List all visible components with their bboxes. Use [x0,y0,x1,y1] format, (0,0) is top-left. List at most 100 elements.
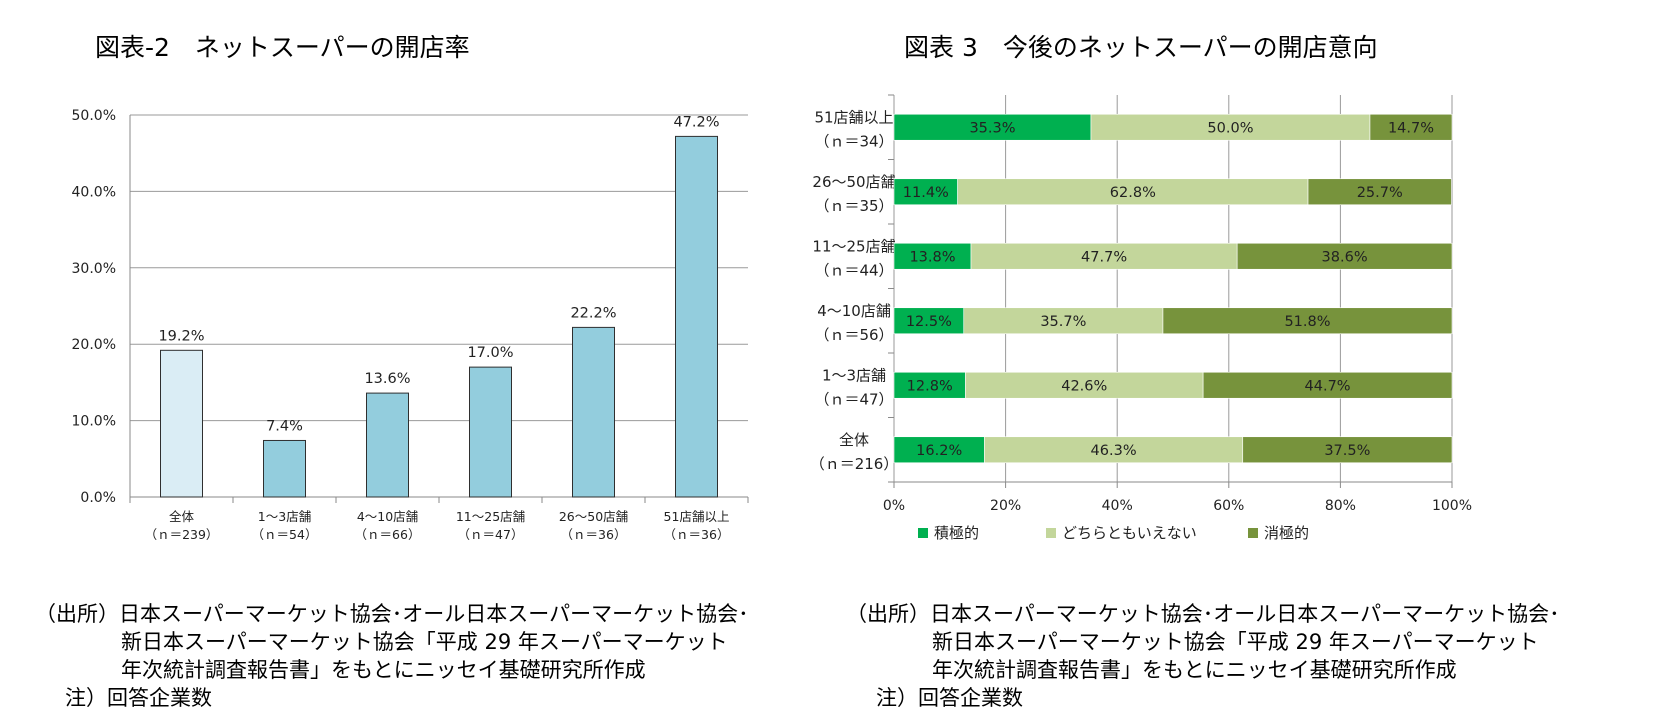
x-tick-label: 40% [1102,498,1133,514]
y-category-sample-size: （ｎ＝216） [810,455,899,473]
stacked-segment [957,178,1309,206]
bar [263,439,306,498]
stacked-segment [963,307,1164,335]
stacked-segment [1369,113,1453,141]
segment-value-label: 11.4% [903,185,949,201]
x-tick-label: 60% [1213,498,1244,514]
x-category-sample-size: （ｎ＝47） [458,527,524,542]
x-category-sample-size: （ｎ＝54） [252,527,318,542]
y-category-label: 1～3店舗 [822,366,886,384]
segment-value-label: 50.0% [1207,120,1253,136]
bar-value-label: 22.2% [570,305,616,321]
x-tick-label: 0% [883,498,905,514]
segment-value-label: 14.7% [1388,120,1434,136]
stacked-segment [1242,436,1453,464]
opening-intention-stacked-chart: 0% 20% 40% 60% 80% 100% 51店舗以上 （ｎ＝34） 35.3% 50.0%… [810,94,1472,542]
left-source-note-line: 注）回答企業数 [65,686,212,710]
legend-swatch [1046,528,1056,538]
segment-value-label: 12.8% [907,378,953,394]
stacked-segment [893,436,985,464]
legend-swatch [918,528,928,538]
right-figure-panel: 図表 3 今後のネットスーパーの開店意向 0% 20% 40% 60% 80% 100% 5… [810,0,1674,726]
stacked-segment [893,307,965,335]
left-source-line3: 年次統計調査報告書」をもとにニッセイ基礎研究所作成 [121,658,646,682]
y-category-sample-size: （ｎ＝44） [814,261,893,279]
right-source-line1: （出所）日本スーパーマーケット協会･オール日本スーパーマーケット協会･ [846,602,1560,626]
stacked-segment [1162,307,1453,335]
legend-label: 消極的 [1264,524,1309,542]
y-category-sample-size: （ｎ＝56） [814,326,893,344]
right-source-note-line: 注）回答企業数 [876,686,1023,710]
right-source-line3: 年次統計調査報告書」をもとにニッセイ基礎研究所作成 [932,658,1457,682]
stacked-segment [965,371,1204,399]
x-category-label: 26～50店舗 [559,509,628,524]
segment-value-label: 35.7% [1040,314,1086,330]
bar-value-label: 19.2% [158,328,204,344]
legend-label: どちらともいえない [1062,524,1197,542]
y-tick-label: 30.0% [72,261,116,277]
stacked-segment [1236,242,1453,270]
y-category-sample-size: （ｎ＝47） [814,390,893,408]
left-source-note: （出所）日本スーパーマーケット協会･オール日本スーパーマーケット協会･ 新日本ス… [35,600,749,712]
y-tick-label: 50.0% [72,108,116,124]
segment-value-label: 47.7% [1081,249,1127,265]
segment-value-label: 44.7% [1305,378,1351,394]
bar-value-label: 47.2% [673,114,719,130]
bar [160,349,203,498]
segment-value-label: 12.5% [906,314,952,330]
stacked-segment [1307,178,1452,206]
bar [366,392,409,498]
x-category-label: 51店舗以上 [664,509,730,524]
left-figure-panel: 図表-2 ネットスーパーの開店率 0.0% 10.0% 20.0% 30.0% 40.0… [0,0,830,726]
y-tick-label: 40.0% [72,184,116,200]
right-figure-title: 図表 3 今後のネットスーパーの開店意向 [904,33,1378,62]
x-category-label: 1～3店舗 [258,509,311,524]
segment-value-label: 13.8% [909,249,955,265]
segment-value-label: 51.8% [1284,314,1330,330]
x-tick-label: 80% [1325,498,1356,514]
y-tick-label: 10.0% [72,414,116,430]
x-category-label: 全体 [169,509,195,524]
segment-value-label: 16.2% [916,443,962,459]
x-category-sample-size: （ｎ＝36） [664,527,730,542]
stacked-segment [984,436,1244,464]
y-category-label: 11～25店舗 [812,237,895,255]
legend-swatch [1248,528,1258,538]
x-category-sample-size: （ｎ＝239） [145,527,219,542]
left-source-line1: （出所）日本スーパーマーケット協会･オール日本スーパーマーケット協会･ [35,602,749,626]
bar [572,326,615,498]
bar-value-label: 17.0% [467,345,513,361]
y-category-sample-size: （ｎ＝35） [814,197,893,215]
legend-label: 積極的 [934,524,979,542]
x-category-label: 11～25店舗 [456,509,525,524]
bar [675,135,718,498]
x-category-label: 4～10店舗 [357,509,418,524]
stacked-segment [1202,371,1453,399]
x-category-sample-size: （ｎ＝66） [355,527,421,542]
stacked-segment [893,242,972,270]
bar-value-label: 13.6% [364,371,410,387]
left-source-line2: 新日本スーパーマーケット協会「平成 29 年スーパーマーケット [121,630,728,654]
right-source-note: （出所）日本スーパーマーケット協会･オール日本スーパーマーケット協会･ 新日本ス… [846,600,1560,712]
stacked-segment [970,242,1238,270]
stacked-segment [893,113,1092,141]
x-tick-label: 100% [1432,498,1472,514]
segment-value-label: 46.3% [1091,443,1137,459]
y-category-sample-size: （ｎ＝34） [814,132,893,150]
y-category-label: 26～50店舗 [812,173,895,191]
left-figure-title: 図表-2 ネットスーパーの開店率 [95,33,470,62]
bar [469,366,512,498]
right-source-line2: 新日本スーパーマーケット協会「平成 29 年スーパーマーケット [932,630,1539,654]
bar-value-label: 7.4% [266,418,303,434]
segment-value-label: 38.6% [1322,249,1368,265]
y-category-label: 4～10店舗 [817,302,891,320]
x-category-sample-size: （ｎ＝36） [561,527,627,542]
y-category-label: 51店舗以上 [814,108,893,126]
opening-rate-bar-chart: 0.0% 10.0% 20.0% 30.0% 40.0% 50.0% 19.2% 全体 （ｎ＝2… [72,108,749,542]
y-tick-label: 20.0% [72,337,116,353]
segment-value-label: 35.3% [969,120,1015,136]
y-category-label: 全体 [839,431,869,449]
segment-value-label: 42.6% [1061,378,1107,394]
stacked-segment [893,178,958,206]
y-tick-label: 0.0% [80,490,116,506]
